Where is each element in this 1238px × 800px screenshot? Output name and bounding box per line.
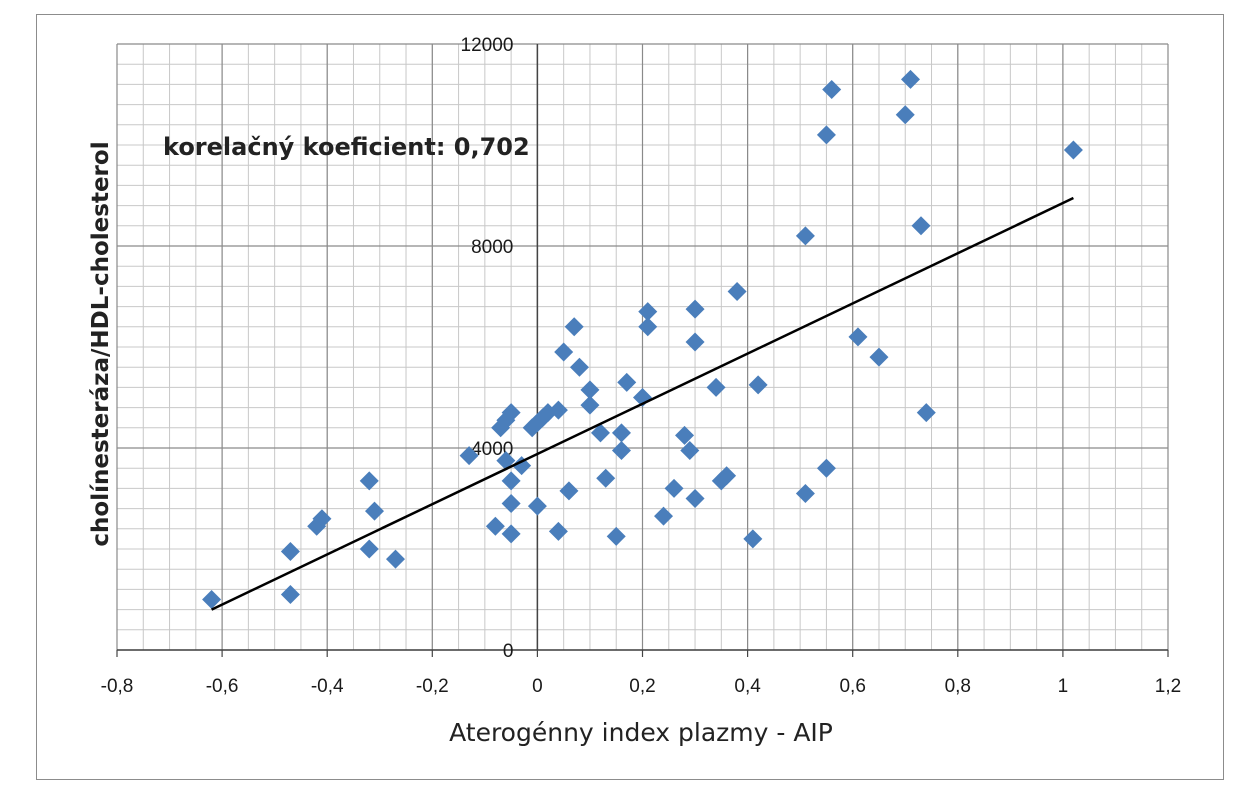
data-point	[795, 483, 815, 503]
x-tick-label: -0,6	[206, 676, 239, 697]
data-point	[548, 521, 568, 541]
data-point	[816, 125, 836, 145]
data-point	[564, 317, 584, 337]
x-tick-label: 1,2	[1155, 676, 1181, 697]
data-point	[596, 468, 616, 488]
data-point	[359, 539, 379, 559]
x-axis-label: Aterogénny index plazmy - AIP	[449, 718, 833, 747]
data-point	[848, 327, 868, 347]
data-point	[685, 299, 705, 319]
data-point	[916, 403, 936, 423]
x-tick-label: -0,8	[101, 676, 134, 697]
x-tick-label: 0	[532, 676, 543, 697]
data-point	[359, 471, 379, 491]
data-point	[638, 302, 658, 322]
data-point	[748, 375, 768, 395]
data-point	[654, 506, 674, 526]
data-point	[501, 403, 521, 423]
data-point	[501, 471, 521, 491]
data-point	[664, 478, 684, 498]
data-point	[685, 332, 705, 352]
x-tick-label: -0,4	[311, 676, 344, 697]
data-point	[580, 380, 600, 400]
x-tick-labels: -0,8 -0,6 -0,4 -0,2 0 0,2 0,4 0,6 0,8 1 1,2	[101, 676, 1182, 697]
data-point	[706, 377, 726, 397]
data-point	[611, 441, 631, 461]
data-point	[501, 524, 521, 544]
data-point	[816, 458, 836, 478]
chart-frame	[36, 14, 1224, 780]
data-point	[901, 69, 921, 89]
data-point	[795, 226, 815, 246]
data-point	[580, 395, 600, 415]
data-point	[611, 423, 631, 443]
data-point	[554, 342, 574, 362]
data-point	[501, 494, 521, 514]
data-point	[822, 79, 842, 99]
data-point	[496, 451, 516, 471]
data-point	[485, 516, 505, 536]
data-point	[717, 466, 737, 486]
data-point	[680, 441, 700, 461]
x-tick-label: -0,2	[416, 676, 449, 697]
data-point	[459, 446, 479, 466]
y-tick-label: 8000	[471, 237, 513, 258]
trendline	[211, 196, 1074, 611]
data-point	[638, 317, 658, 337]
data-point	[869, 347, 889, 367]
data-point	[895, 105, 915, 125]
trendline-group	[211, 196, 1074, 611]
data-point	[606, 526, 626, 546]
data-point	[590, 423, 610, 443]
x-tick-label: 0,6	[839, 676, 865, 697]
data-point	[743, 529, 763, 549]
axes	[116, 44, 1169, 657]
data-point	[569, 357, 589, 377]
data-point	[202, 590, 222, 609]
data-point	[527, 496, 547, 516]
x-tick-label: 0,2	[629, 676, 655, 697]
data-point	[685, 489, 705, 508]
x-tick-label: 1	[1058, 676, 1069, 697]
data-point	[675, 425, 695, 445]
data-point	[386, 549, 406, 569]
data-points	[202, 69, 1083, 609]
data-point	[280, 584, 300, 604]
y-tick-label: 0	[503, 641, 514, 662]
y-tick-label: 12000	[461, 35, 514, 56]
x-tick-label: 0,4	[734, 676, 761, 697]
x-tick-label: 0,8	[945, 676, 971, 697]
data-point	[280, 542, 300, 562]
data-point	[559, 481, 579, 501]
data-point	[312, 509, 332, 529]
data-point	[512, 456, 532, 476]
data-point	[911, 216, 931, 236]
data-point	[617, 372, 637, 392]
data-point	[548, 400, 568, 420]
data-point	[727, 281, 747, 301]
data-point	[1063, 140, 1083, 160]
data-point	[364, 501, 384, 521]
y-axis-label: cholínesteráza/HDL-cholesterol	[88, 141, 114, 546]
correlation-annotation: korelačný koeficient: 0,702	[163, 133, 530, 161]
